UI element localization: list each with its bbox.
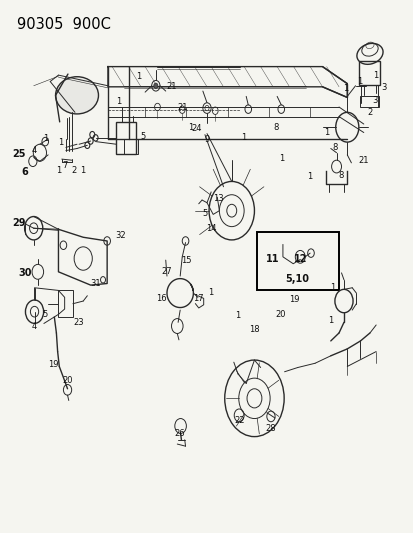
Text: 20: 20 [62,376,73,385]
Bar [124,139,138,154]
Text: 23: 23 [73,318,83,327]
Ellipse shape [55,77,98,114]
Text: 11: 11 [266,254,279,264]
Text: 27: 27 [161,268,171,276]
Text: 5: 5 [140,132,145,141]
Text: 26: 26 [174,430,185,439]
Text: 2: 2 [71,166,76,175]
Text: 6: 6 [21,167,28,177]
Text: 8: 8 [331,143,337,152]
Text: 1: 1 [323,128,328,137]
Text: 21: 21 [358,156,368,165]
Text: 1: 1 [188,123,192,132]
Text: 22: 22 [233,416,244,425]
Text: 19: 19 [48,360,59,369]
Text: 8: 8 [273,123,278,132]
Text: 4: 4 [32,321,37,330]
Text: 18: 18 [249,325,259,334]
Text: 1: 1 [136,71,141,80]
Bar [360,96,378,107]
Text: 1: 1 [330,283,335,292]
Circle shape [153,83,157,88]
Text: 1: 1 [43,134,49,143]
Text: 19: 19 [289,295,299,304]
Text: 24: 24 [191,124,202,133]
Text: 1: 1 [81,166,85,175]
Bar [116,122,136,154]
Text: 15: 15 [180,256,191,264]
Bar [256,232,338,290]
Text: 1: 1 [241,133,246,142]
Text: 4: 4 [32,146,37,155]
Text: 28: 28 [265,424,275,433]
Bar [58,290,73,317]
Text: 14: 14 [205,224,216,233]
Text: 1: 1 [306,172,311,181]
Text: 1: 1 [278,154,283,163]
Text: 5: 5 [202,209,207,218]
Text: 5: 5 [43,310,48,319]
Text: 16: 16 [156,294,166,303]
Text: 12: 12 [294,254,307,264]
Text: 21: 21 [177,102,187,111]
Text: 25: 25 [12,149,26,159]
Text: 1: 1 [115,97,121,106]
Text: 21: 21 [166,82,177,91]
Text: 3: 3 [372,96,377,105]
Text: 5,10: 5,10 [284,274,308,284]
Text: 1: 1 [235,311,240,320]
Text: 8: 8 [337,171,342,180]
Text: 1: 1 [56,166,61,175]
Text: 1: 1 [342,84,347,93]
Text: 17: 17 [192,294,203,303]
Text: 1: 1 [208,287,213,296]
Text: 1: 1 [58,138,64,147]
Text: 1: 1 [328,316,332,325]
Text: 31: 31 [90,279,101,288]
Text: 32: 32 [115,231,126,240]
Text: 13: 13 [213,194,223,203]
Text: 9: 9 [204,135,209,144]
Text: 7: 7 [62,161,68,170]
Text: 30: 30 [19,268,32,278]
Text: 3: 3 [381,83,386,92]
Text: 90305  900C: 90305 900C [17,17,111,31]
Bar [358,61,380,85]
Text: 2: 2 [366,108,372,117]
Text: 1: 1 [373,70,378,79]
Text: 1: 1 [356,77,361,86]
Text: 29: 29 [12,218,26,228]
Text: 20: 20 [275,310,285,319]
